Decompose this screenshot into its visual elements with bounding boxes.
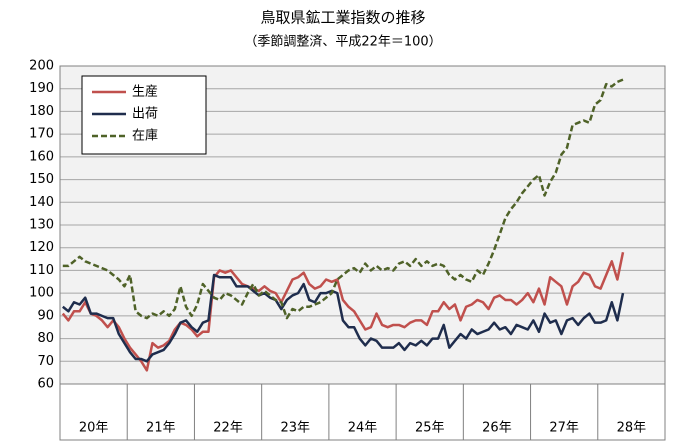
x-tick-label: 23年: [281, 421, 311, 436]
legend-label: 生産: [132, 84, 158, 100]
chart-title: 鳥取県鉱工業指数の推移: [260, 9, 425, 27]
legend-label: 在庫: [132, 129, 158, 144]
y-tick-label: 160: [29, 149, 54, 164]
y-tick-label: 150: [29, 172, 54, 187]
y-tick-label: 170: [29, 127, 54, 142]
y-tick-label: 140: [29, 195, 54, 210]
y-tick-label: 130: [29, 218, 54, 233]
x-tick-label: 22年: [213, 421, 243, 436]
y-tick-label: 80: [37, 331, 54, 346]
y-tick-label: 120: [29, 240, 54, 255]
x-tick-label: 28年: [617, 421, 647, 436]
y-tick-label: 180: [29, 104, 54, 119]
x-axis-area: [59, 383, 666, 441]
y-tick-label: 110: [29, 263, 54, 278]
series-line: [62, 78, 624, 320]
x-tick-label: 26年: [482, 421, 512, 436]
chart-subtitle: （季節調整済、平成22年＝100）: [244, 34, 441, 50]
y-tick-label: 60: [37, 377, 54, 392]
x-tick-label: 20年: [79, 421, 109, 436]
y-tick-label: 200: [29, 59, 54, 74]
y-tick-label: 190: [29, 81, 54, 96]
y-tick-label: 90: [37, 308, 54, 323]
x-tick-label: 27年: [549, 421, 579, 436]
y-tick-label: 100: [29, 286, 54, 301]
y-tick-label: 70: [37, 354, 54, 369]
x-tick-label: 25年: [415, 421, 445, 436]
x-tick-label: 24年: [348, 421, 378, 436]
x-tick-label: 21年: [146, 421, 176, 436]
series-line: [62, 273, 625, 363]
legend-label: 出荷: [132, 107, 158, 122]
series-line: [61, 252, 625, 372]
